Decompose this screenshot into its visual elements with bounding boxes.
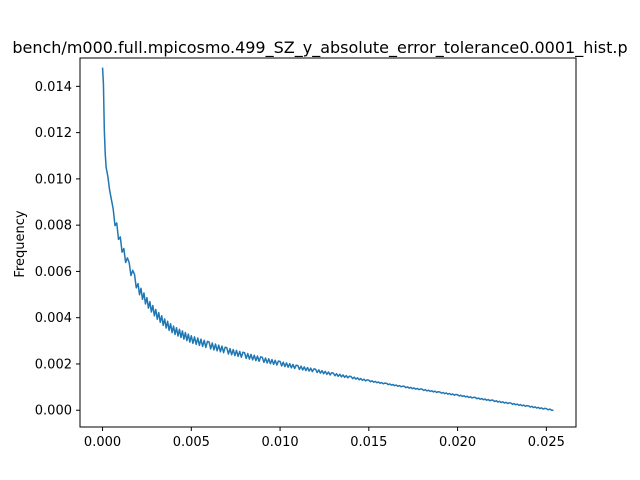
y-tick-label: 0.000 <box>35 404 72 419</box>
x-tick-label: 0.020 <box>439 435 476 450</box>
y-tick-label: 0.010 <box>35 172 72 187</box>
y-tick-label: 0.004 <box>35 311 72 326</box>
y-tick-label: 0.008 <box>35 219 72 234</box>
x-axis: 0.000 0.005 0.010 0.015 0.020 0.025 <box>84 427 565 450</box>
x-tick-label: 0.015 <box>350 435 387 450</box>
axes-frame <box>79 57 577 428</box>
chart-title: bench/m000.full.mpicosmo.499_SZ_y_absolu… <box>12 38 627 58</box>
plot-area <box>101 67 554 412</box>
y-axis: 0.000 0.002 0.004 0.006 0.008 0.010 0.012 0.014 <box>35 80 80 419</box>
y-tick-label: 0.002 <box>35 357 72 372</box>
x-tick-label: 0.025 <box>528 435 565 450</box>
y-tick-label: 0.014 <box>35 80 72 95</box>
y-tick-label: 0.006 <box>35 265 72 280</box>
x-tick-label: 0.010 <box>261 435 298 450</box>
x-tick-label: 0.000 <box>84 435 121 450</box>
y-tick-label: 0.012 <box>35 126 72 141</box>
y-axis-label: Frequency <box>13 210 28 277</box>
series-line-0 <box>101 67 554 412</box>
x-tick-label: 0.005 <box>173 435 210 450</box>
